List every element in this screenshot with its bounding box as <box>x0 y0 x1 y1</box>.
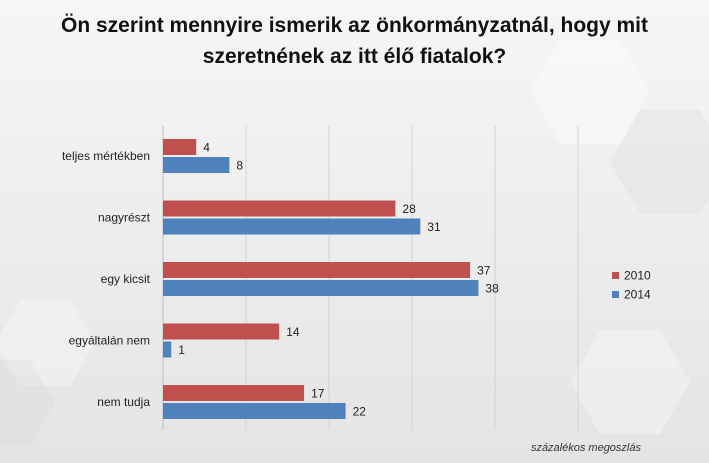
legend-label-2010: 2010 <box>624 269 651 283</box>
legend-swatch-2010 <box>612 272 619 279</box>
category-label: nem tudja <box>97 395 150 409</box>
chart-title-line-1: Ön szerint mennyire ismerik az önkormány… <box>61 14 648 37</box>
bar-2014 <box>163 341 172 358</box>
legend-label-2014: 2014 <box>624 288 651 302</box>
legend-swatch-2014 <box>612 291 619 298</box>
bar-2014 <box>163 157 230 173</box>
data-label: 28 <box>402 202 416 216</box>
bar-2014 <box>163 218 421 235</box>
data-label: 37 <box>477 264 491 278</box>
category-label: egy kicsit <box>101 272 151 286</box>
chart-title: Ön szerint mennyire ismerik az önkormány… <box>0 10 709 72</box>
bar-2010 <box>163 262 471 278</box>
data-label: 22 <box>353 405 367 419</box>
category-label: teljes mértékben <box>62 149 150 163</box>
data-label: 31 <box>427 220 441 234</box>
data-label: 14 <box>286 325 300 339</box>
data-label: 38 <box>485 282 499 296</box>
data-label: 17 <box>311 387 325 401</box>
category-label: nagyrészt <box>98 211 151 225</box>
data-label: 8 <box>236 159 243 173</box>
chart-footnote: százalékos megoszlás <box>530 442 641 454</box>
bar-2010 <box>163 200 396 217</box>
chart-title-line-2: szeretnének az itt élő fiatalok? <box>202 45 507 68</box>
bar-2010 <box>163 139 197 155</box>
bar-2014 <box>163 280 479 296</box>
data-label: 4 <box>203 141 210 155</box>
data-label: 1 <box>178 343 185 357</box>
bar-2010 <box>163 323 280 340</box>
bar-2010 <box>163 385 305 401</box>
category-label: egyáltalán nem <box>69 334 150 348</box>
bar-2014 <box>163 403 346 419</box>
